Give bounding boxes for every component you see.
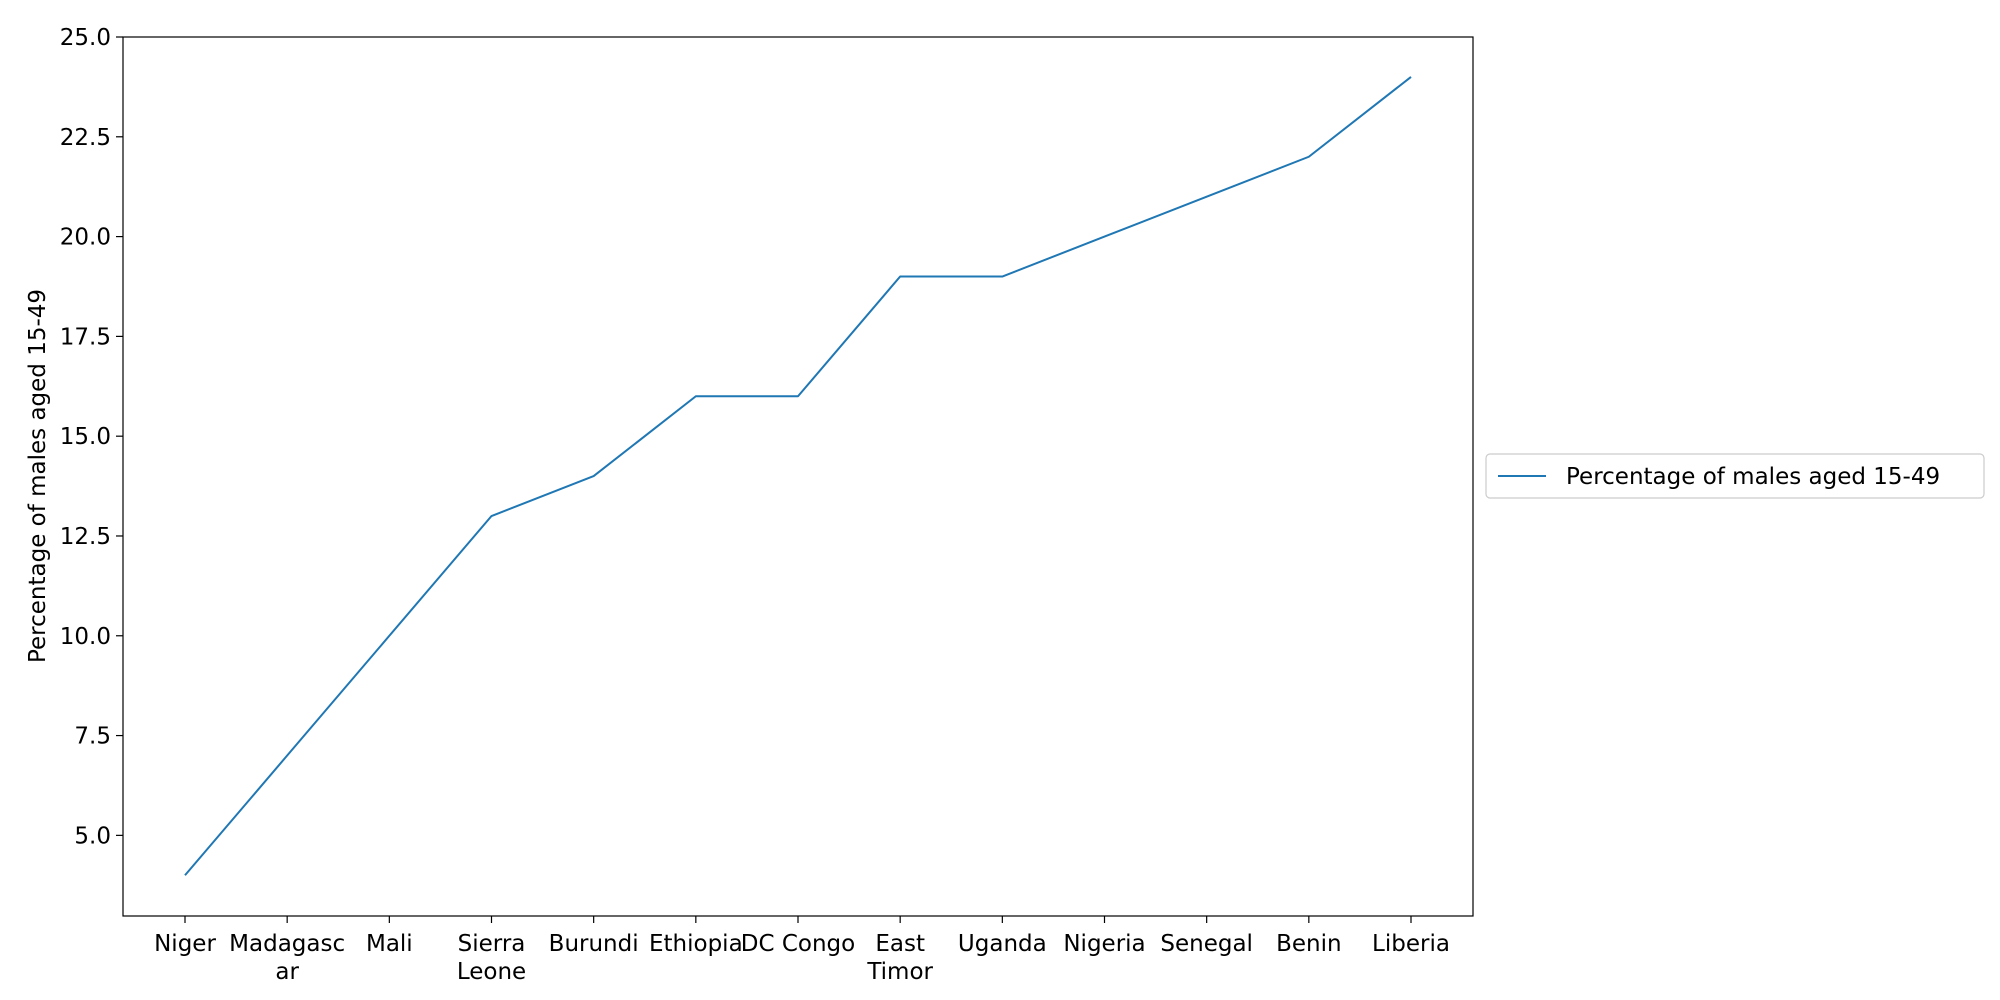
x-tick-label: Benin (1276, 931, 1341, 957)
y-tick-label: 10.0 (60, 624, 111, 650)
x-tick-label: Madagasc ar (229, 931, 345, 985)
y-tick-label: 17.5 (60, 324, 111, 350)
y-tick-label: 5.0 (74, 823, 111, 849)
y-tick-label: 15.0 (60, 424, 111, 450)
x-tick-label: Burundi (549, 931, 639, 957)
x-tick-label: DC Congo (741, 931, 855, 957)
y-tick-label: 12.5 (60, 524, 111, 550)
y-tick-label: 22.5 (60, 125, 111, 151)
y-tick-label: 20.0 (60, 225, 111, 251)
x-axis: Niger Madagasc ar Mali Sierra Leone Burundi Eth… (154, 916, 1450, 985)
series-line (184, 76, 1412, 876)
x-tick-label: Ethiopia (649, 931, 743, 957)
x-tick-label: Mali (366, 931, 413, 957)
x-tick-label: Uganda (958, 931, 1047, 957)
legend-box (1485, 453, 1985, 499)
legend-entry-label: Percentage of males aged 15-49 (1566, 464, 1940, 490)
x-tick-label: Senegal (1160, 931, 1253, 957)
x-tick-label: Sierra Leone (457, 931, 526, 985)
y-axis-label: Percentage of males aged 15-49 (25, 289, 51, 663)
x-tick-label: Nigeria (1063, 931, 1145, 957)
y-tick-label: 25.0 (60, 25, 111, 51)
plot-frame (122, 36, 1474, 917)
x-tick-label: East Timor (866, 931, 933, 985)
y-axis: 5.0 7.5 10.0 12.5 15.0 17.5 20.0 22.5 25.0 (60, 25, 123, 849)
legend: Percentage of males aged 15-49 (1485, 453, 1985, 499)
series-layer (184, 76, 1412, 876)
x-tick-label: Niger (154, 931, 216, 957)
x-tick-label: Liberia (1372, 931, 1450, 957)
y-tick-label: 7.5 (74, 724, 111, 750)
plot-area (123, 37, 1473, 916)
